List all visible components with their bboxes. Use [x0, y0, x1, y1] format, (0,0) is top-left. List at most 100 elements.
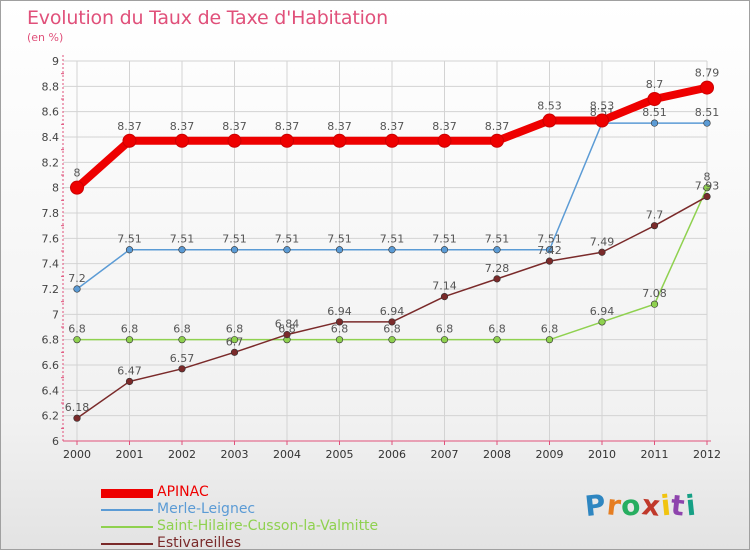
data-label: 8.53: [590, 100, 615, 113]
series-apinac: 8 8.37 8.37 8.37 8.37 8.37 8.37 8.37 8.37 8.53 8.5…: [70, 67, 720, 195]
x-tick-label: 2012: [693, 448, 721, 461]
legend-label: Merle-Leignec: [157, 501, 256, 517]
data-point: [595, 113, 609, 128]
data-label: 8.37: [380, 120, 405, 133]
data-label: 7.51: [380, 233, 405, 246]
data-point: [542, 113, 557, 128]
data-label: 6.47: [117, 364, 142, 377]
chart-title: Evolution du Taux de Taxe d'Habitation: [27, 7, 388, 29]
data-point: [598, 248, 606, 256]
data-point: [598, 318, 606, 326]
data-label: 7.51: [537, 233, 562, 246]
data-label: 7.51: [327, 233, 352, 246]
data-label: 6.8: [121, 323, 139, 336]
x-tick-label: 2004: [273, 448, 301, 461]
legend-label: APINAC: [157, 484, 209, 500]
y-tick-label: 7.8: [42, 207, 60, 220]
y-tick-label: 8: [52, 182, 59, 195]
data-point: [700, 80, 714, 95]
data-point: [650, 119, 659, 127]
data-point: [490, 133, 504, 148]
y-tick-label: 7.4: [42, 258, 60, 271]
y-tick-label: 7.6: [42, 232, 60, 245]
data-point: [545, 257, 554, 265]
data-point: [335, 246, 344, 254]
data-label: 8.37: [117, 120, 142, 133]
data-label: 7.7: [646, 209, 664, 222]
data-point: [647, 92, 662, 106]
legend-swatch: [101, 526, 153, 528]
legend-label: Saint-Hilaire-Cusson-la-Valmitte: [157, 518, 379, 534]
data-label: 6.8: [541, 323, 559, 336]
y-tick-label: 6.6: [42, 359, 60, 372]
data-label: 8.37: [222, 120, 247, 133]
data-label: 6.94: [590, 305, 615, 318]
data-label: 8.79: [695, 67, 720, 80]
data-label: 8.7: [646, 78, 664, 91]
data-label: 8.51: [642, 106, 667, 119]
data-point: [73, 414, 81, 422]
y-tick-label: 8.8: [42, 80, 60, 93]
data-point: [73, 336, 81, 344]
x-tick-label: 2003: [221, 448, 249, 461]
unit-label: (en %): [27, 31, 64, 44]
data-label: 6.94: [327, 305, 352, 318]
data-label: 6.8: [278, 323, 296, 336]
data-label: 6.8: [68, 323, 86, 336]
series-saint-hilaire-cusson-la-valmitte: 6.8 6.8 6.8 6.8 6.8 6.8 6.8 6.8 6.8 6.8 6.94 7.08 8: [68, 171, 711, 344]
data-point: [545, 336, 554, 344]
data-label: 6.8: [331, 323, 349, 336]
data-point: [73, 285, 81, 293]
data-label: 7.14: [432, 280, 457, 293]
y-tick-label: 6.8: [42, 334, 60, 347]
data-label: 8.37: [327, 120, 352, 133]
data-label: 6.8: [383, 323, 401, 336]
data-point: [493, 275, 501, 283]
data-label: 6.8: [436, 323, 454, 336]
x-tick-label: 2007: [431, 448, 459, 461]
data-point: [332, 133, 347, 148]
data-label: 7.51: [485, 233, 510, 246]
data-point: [440, 293, 449, 301]
y-tick-label: 6.4: [42, 384, 60, 397]
proxiti-logo: Proxiti: [583, 487, 698, 524]
data-label: 6.57: [170, 352, 195, 365]
data-label: 6.18: [65, 401, 90, 414]
data-point: [230, 246, 239, 254]
data-point: [703, 192, 711, 201]
y-tick-label: 7.2: [42, 283, 60, 296]
data-label: 7.2: [68, 272, 86, 285]
y-tick-label: 6: [52, 435, 59, 448]
y-tick-label: 8.6: [42, 106, 60, 119]
data-point: [650, 300, 659, 308]
legend-swatch: [101, 509, 153, 511]
data-label: 6.7: [226, 335, 244, 348]
data-point: [545, 246, 554, 254]
y-tick-label: 8.4: [42, 131, 60, 144]
data-point: [280, 133, 294, 148]
data-point: [335, 336, 344, 344]
data-point: [125, 336, 134, 344]
x-tick-label: 2002: [168, 448, 196, 461]
series-estivareilles: 6.186.476.576.76.846.94 6.947.147.287.427…: [65, 180, 719, 422]
data-label: 6.8: [173, 323, 191, 336]
legend-swatch: [101, 488, 153, 498]
y-tick-label: 7: [52, 308, 59, 321]
data-label: 8.37: [275, 120, 300, 133]
data-point: [335, 318, 344, 326]
data-point: [388, 246, 396, 254]
data-point: [388, 318, 396, 326]
data-point: [703, 184, 711, 192]
data-label: 6.84: [275, 318, 300, 331]
data-label: 8.37: [170, 120, 195, 133]
data-label: 7.51: [117, 233, 142, 246]
data-point: [493, 246, 501, 254]
data-point: [178, 246, 186, 254]
data-point: [388, 336, 396, 344]
data-point: [283, 246, 291, 254]
data-point: [227, 133, 242, 148]
x-tick-label: 2010: [588, 448, 616, 461]
data-label: 7.51: [222, 233, 247, 246]
data-label: 6.8: [226, 323, 244, 336]
